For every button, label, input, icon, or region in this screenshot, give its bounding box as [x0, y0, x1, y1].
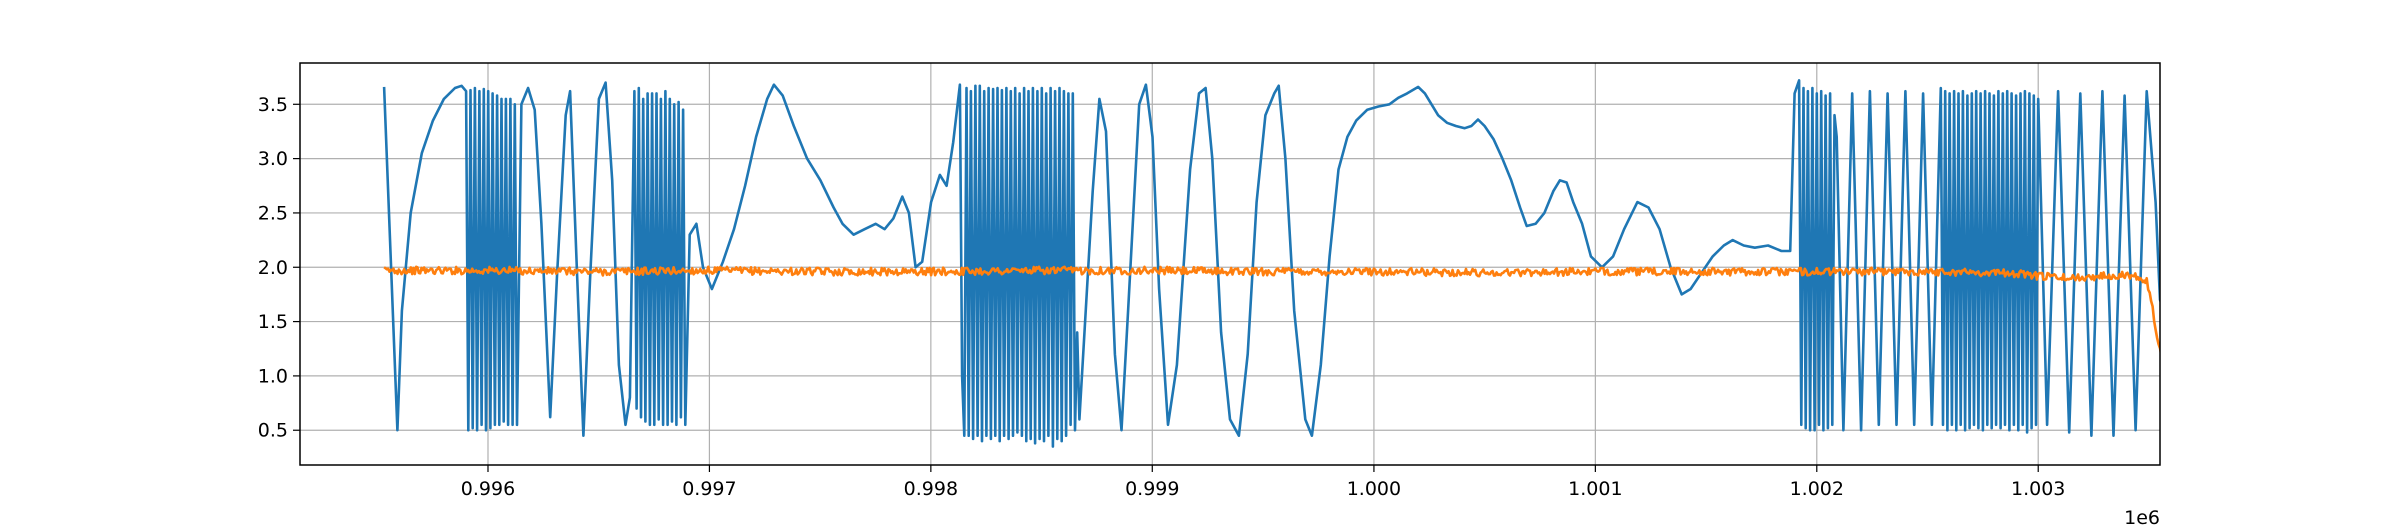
y-tick-label: 2.5 [258, 202, 288, 224]
x-tick-label: 0.997 [682, 478, 736, 500]
series-layer [382, 79, 2160, 448]
x-tick-label: 1.002 [1790, 478, 1844, 500]
x-tick-label: 1.000 [1347, 478, 1401, 500]
x-tick-label: 0.996 [461, 478, 515, 500]
series-line-1 [382, 79, 2160, 448]
x-tick-label: 1.001 [1568, 478, 1622, 500]
x-axis: 0.996 0.997 0.998 0.999 1.000 1.001 1.002 1.003 [461, 465, 2065, 500]
y-tick-label: 3.5 [258, 94, 288, 116]
x-tick-label: 0.999 [1125, 478, 1179, 500]
y-tick-label: 0.5 [258, 420, 288, 442]
x-tick-label: 1.003 [2011, 478, 2065, 500]
plot-frame [299, 62, 2161, 466]
y-tick-label: 3.0 [258, 148, 288, 170]
y-tick-label: 2.0 [258, 257, 288, 279]
y-tick-label: 1.5 [258, 311, 288, 333]
x-offset-label: 1e6 [2124, 507, 2160, 525]
series-line-2 [383, 265, 2160, 356]
y-tick-label: 1.0 [258, 365, 288, 387]
y-axis: 0.5 1.0 1.5 2.0 2.5 3.0 3.5 [258, 94, 300, 442]
x-tick-label: 0.998 [904, 478, 958, 500]
